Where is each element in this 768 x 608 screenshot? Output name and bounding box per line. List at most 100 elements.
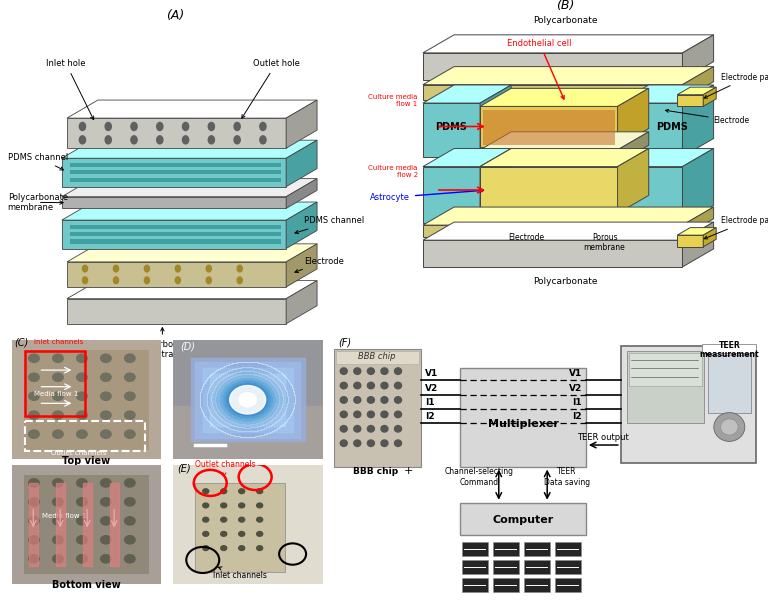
Polygon shape [423, 35, 713, 53]
Text: Electrode pad: Electrode pad [704, 216, 768, 239]
Polygon shape [67, 281, 317, 299]
Circle shape [257, 503, 263, 508]
Circle shape [206, 277, 211, 283]
Circle shape [101, 554, 111, 563]
Circle shape [340, 440, 347, 446]
Polygon shape [703, 87, 717, 106]
Text: I1: I1 [425, 398, 435, 407]
Circle shape [395, 396, 402, 403]
Circle shape [114, 265, 118, 272]
Circle shape [230, 385, 266, 414]
Circle shape [53, 498, 63, 506]
Polygon shape [423, 103, 480, 157]
Circle shape [208, 122, 214, 131]
Text: Inlet channels: Inlet channels [34, 339, 83, 345]
Bar [334, 350, 422, 467]
Text: TEER
Data saving: TEER Data saving [544, 468, 590, 486]
Text: TEER
measurement: TEER measurement [700, 340, 759, 359]
Polygon shape [677, 95, 703, 106]
Circle shape [53, 554, 63, 563]
Circle shape [208, 136, 214, 144]
Circle shape [395, 440, 402, 446]
Circle shape [260, 136, 266, 144]
Polygon shape [423, 85, 683, 100]
Bar [555, 578, 581, 592]
Polygon shape [423, 225, 683, 237]
Bar [111, 483, 118, 566]
Circle shape [203, 489, 209, 494]
Circle shape [206, 265, 211, 272]
Circle shape [144, 265, 150, 272]
Circle shape [395, 382, 402, 389]
Polygon shape [67, 118, 286, 148]
Circle shape [367, 411, 374, 418]
Circle shape [124, 517, 135, 525]
Circle shape [257, 546, 263, 550]
Bar [336, 351, 419, 364]
Polygon shape [61, 202, 317, 220]
Polygon shape [677, 227, 717, 235]
Circle shape [101, 430, 111, 438]
Bar [70, 170, 281, 174]
Circle shape [157, 136, 163, 144]
Circle shape [239, 503, 245, 508]
Bar [173, 406, 323, 459]
Bar [195, 483, 285, 572]
Circle shape [105, 122, 111, 131]
Circle shape [101, 373, 111, 381]
Text: PDMS channel: PDMS channel [295, 216, 365, 233]
Text: Polycarbonate
substrate: Polycarbonate substrate [132, 328, 193, 359]
Polygon shape [286, 179, 317, 209]
Polygon shape [61, 197, 286, 209]
Circle shape [77, 536, 87, 544]
Text: PDMS: PDMS [435, 122, 468, 132]
Polygon shape [617, 85, 713, 103]
Circle shape [53, 478, 63, 487]
Circle shape [53, 536, 63, 544]
Polygon shape [423, 148, 511, 167]
Circle shape [220, 546, 227, 550]
Circle shape [101, 498, 111, 506]
Circle shape [239, 489, 245, 494]
Circle shape [77, 517, 87, 525]
Text: +: + [404, 466, 413, 476]
Polygon shape [61, 220, 286, 249]
Circle shape [257, 489, 263, 494]
Bar [84, 483, 91, 566]
Text: (D): (D) [180, 342, 195, 352]
Circle shape [260, 122, 266, 131]
Circle shape [257, 531, 263, 536]
Circle shape [203, 531, 209, 536]
Circle shape [28, 536, 39, 544]
Circle shape [124, 536, 135, 544]
Circle shape [367, 396, 374, 403]
Text: (F): (F) [338, 338, 351, 348]
Bar [203, 368, 293, 432]
Text: PDMS channel: PDMS channel [8, 153, 68, 170]
Circle shape [77, 354, 87, 362]
Text: Multiplexer: Multiplexer [488, 419, 558, 429]
Circle shape [381, 382, 388, 389]
Circle shape [237, 277, 242, 283]
Bar [25, 351, 85, 416]
Circle shape [234, 122, 240, 131]
Text: Media flow 1: Media flow 1 [35, 391, 78, 397]
Text: (A): (A) [166, 10, 184, 22]
Text: (B): (B) [557, 0, 575, 12]
Circle shape [101, 411, 111, 420]
Bar [555, 542, 581, 556]
Bar [57, 483, 65, 566]
Polygon shape [286, 281, 317, 323]
Polygon shape [617, 148, 649, 213]
Circle shape [257, 517, 263, 522]
Bar [462, 578, 488, 592]
Circle shape [114, 277, 118, 283]
Circle shape [28, 498, 39, 506]
Text: BBB chip: BBB chip [353, 467, 399, 476]
Circle shape [354, 368, 361, 375]
Polygon shape [677, 87, 717, 95]
Circle shape [53, 430, 63, 438]
Polygon shape [286, 202, 317, 249]
Polygon shape [617, 88, 649, 147]
Polygon shape [423, 53, 683, 80]
